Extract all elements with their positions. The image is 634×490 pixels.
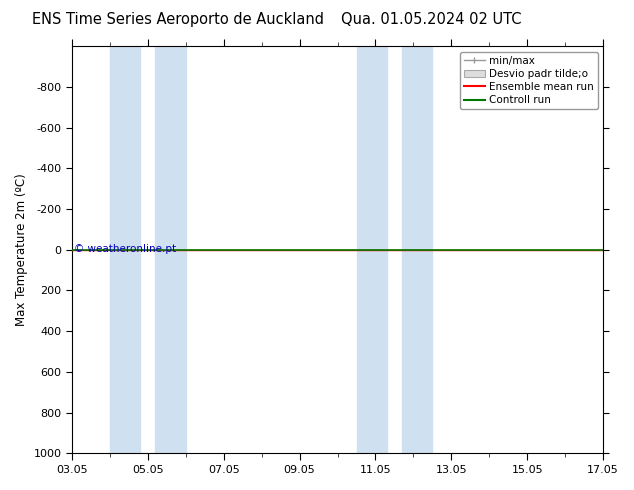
Bar bbox=[356, 47, 387, 453]
Bar bbox=[402, 47, 432, 453]
Text: Qua. 01.05.2024 02 UTC: Qua. 01.05.2024 02 UTC bbox=[341, 12, 521, 27]
Y-axis label: Max Temperature 2m (ºC): Max Temperature 2m (ºC) bbox=[15, 173, 28, 326]
Bar bbox=[110, 47, 140, 453]
Text: © weatheronline.pt: © weatheronline.pt bbox=[74, 244, 176, 254]
Text: ENS Time Series Aeroporto de Auckland: ENS Time Series Aeroporto de Auckland bbox=[32, 12, 323, 27]
Legend: min/max, Desvio padr tilde;o, Ensemble mean run, Controll run: min/max, Desvio padr tilde;o, Ensemble m… bbox=[460, 51, 598, 109]
Bar bbox=[155, 47, 186, 453]
